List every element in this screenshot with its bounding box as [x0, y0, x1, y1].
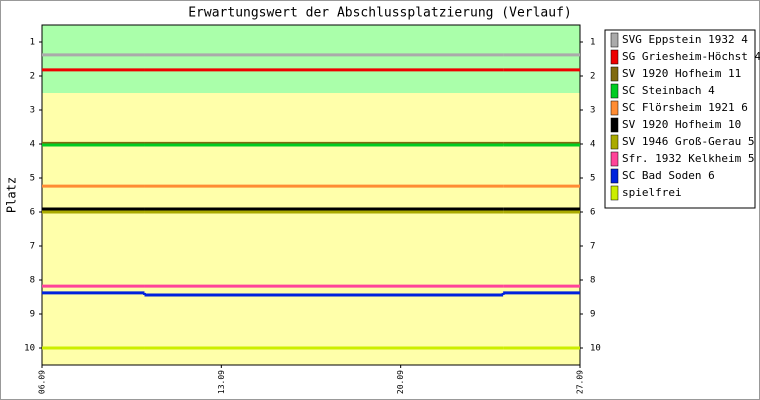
y-tick-label: 8 [590, 276, 595, 286]
legend-swatch [610, 185, 619, 201]
y-tick-label: 9 [590, 310, 595, 320]
legend-label: SG Griesheim-Höchst 4 [622, 50, 760, 63]
legend-label: spielfrei [622, 186, 682, 199]
y-tick-label: 8 [30, 276, 35, 286]
legend-box [604, 29, 756, 209]
x-tick-label: 27.09 [576, 370, 585, 394]
legend-label: SVG Eppstein 1932 4 [622, 33, 748, 46]
y-tick-label: 4 [30, 140, 35, 150]
y-tick-label: 5 [590, 174, 595, 184]
y-tick-label: 7 [30, 242, 35, 252]
legend-swatch [610, 32, 619, 48]
legend-swatch [610, 117, 619, 133]
chart-title: Erwartungswert der Abschlussplatzierung … [188, 6, 572, 21]
x-tick-label: 06.09 [38, 370, 47, 394]
y-tick-label: 9 [30, 310, 35, 320]
legend-label: SV 1920 Hofheim 10 [622, 118, 741, 131]
y-tick-label: 2 [590, 72, 595, 82]
plot-border [41, 24, 581, 366]
legend-swatch [610, 66, 619, 82]
legend-swatch [610, 83, 619, 99]
legend-label: SC Flörsheim 1921 6 [622, 101, 748, 114]
band [42, 25, 580, 93]
legend-label: SC Bad Soden 6 [622, 169, 715, 182]
y-tick-label: 3 [590, 106, 595, 116]
legend-label: SV 1920 Hofheim 11 [622, 67, 741, 80]
legend-swatch [610, 151, 619, 167]
y-axis-label: Platz [5, 177, 19, 213]
legend-swatch [610, 134, 619, 150]
y-tick-label: 7 [590, 242, 595, 252]
legend-swatch [610, 100, 619, 116]
y-tick-label: 3 [30, 106, 35, 116]
y-tick-label: 1 [30, 38, 35, 48]
legend-swatch [610, 168, 619, 184]
x-tick-label: 13.09 [217, 370, 226, 394]
legend-label: SV 1946 Groß-Gerau 5 [622, 135, 754, 148]
y-tick-label: 4 [590, 140, 595, 150]
y-tick-label: 10 [24, 344, 35, 354]
y-tick-label: 6 [30, 208, 35, 218]
y-tick-label: 6 [590, 208, 595, 218]
y-tick-label: 10 [590, 344, 601, 354]
y-tick-label: 2 [30, 72, 35, 82]
legend-label: Sfr. 1932 Kelkheim 5 [622, 152, 754, 165]
legend-label: SC Steinbach 4 [622, 84, 715, 97]
legend-swatch [610, 49, 619, 65]
y-tick-label: 1 [590, 38, 595, 48]
x-tick-label: 20.09 [396, 370, 405, 394]
y-tick-label: 5 [30, 174, 35, 184]
band [42, 93, 580, 365]
